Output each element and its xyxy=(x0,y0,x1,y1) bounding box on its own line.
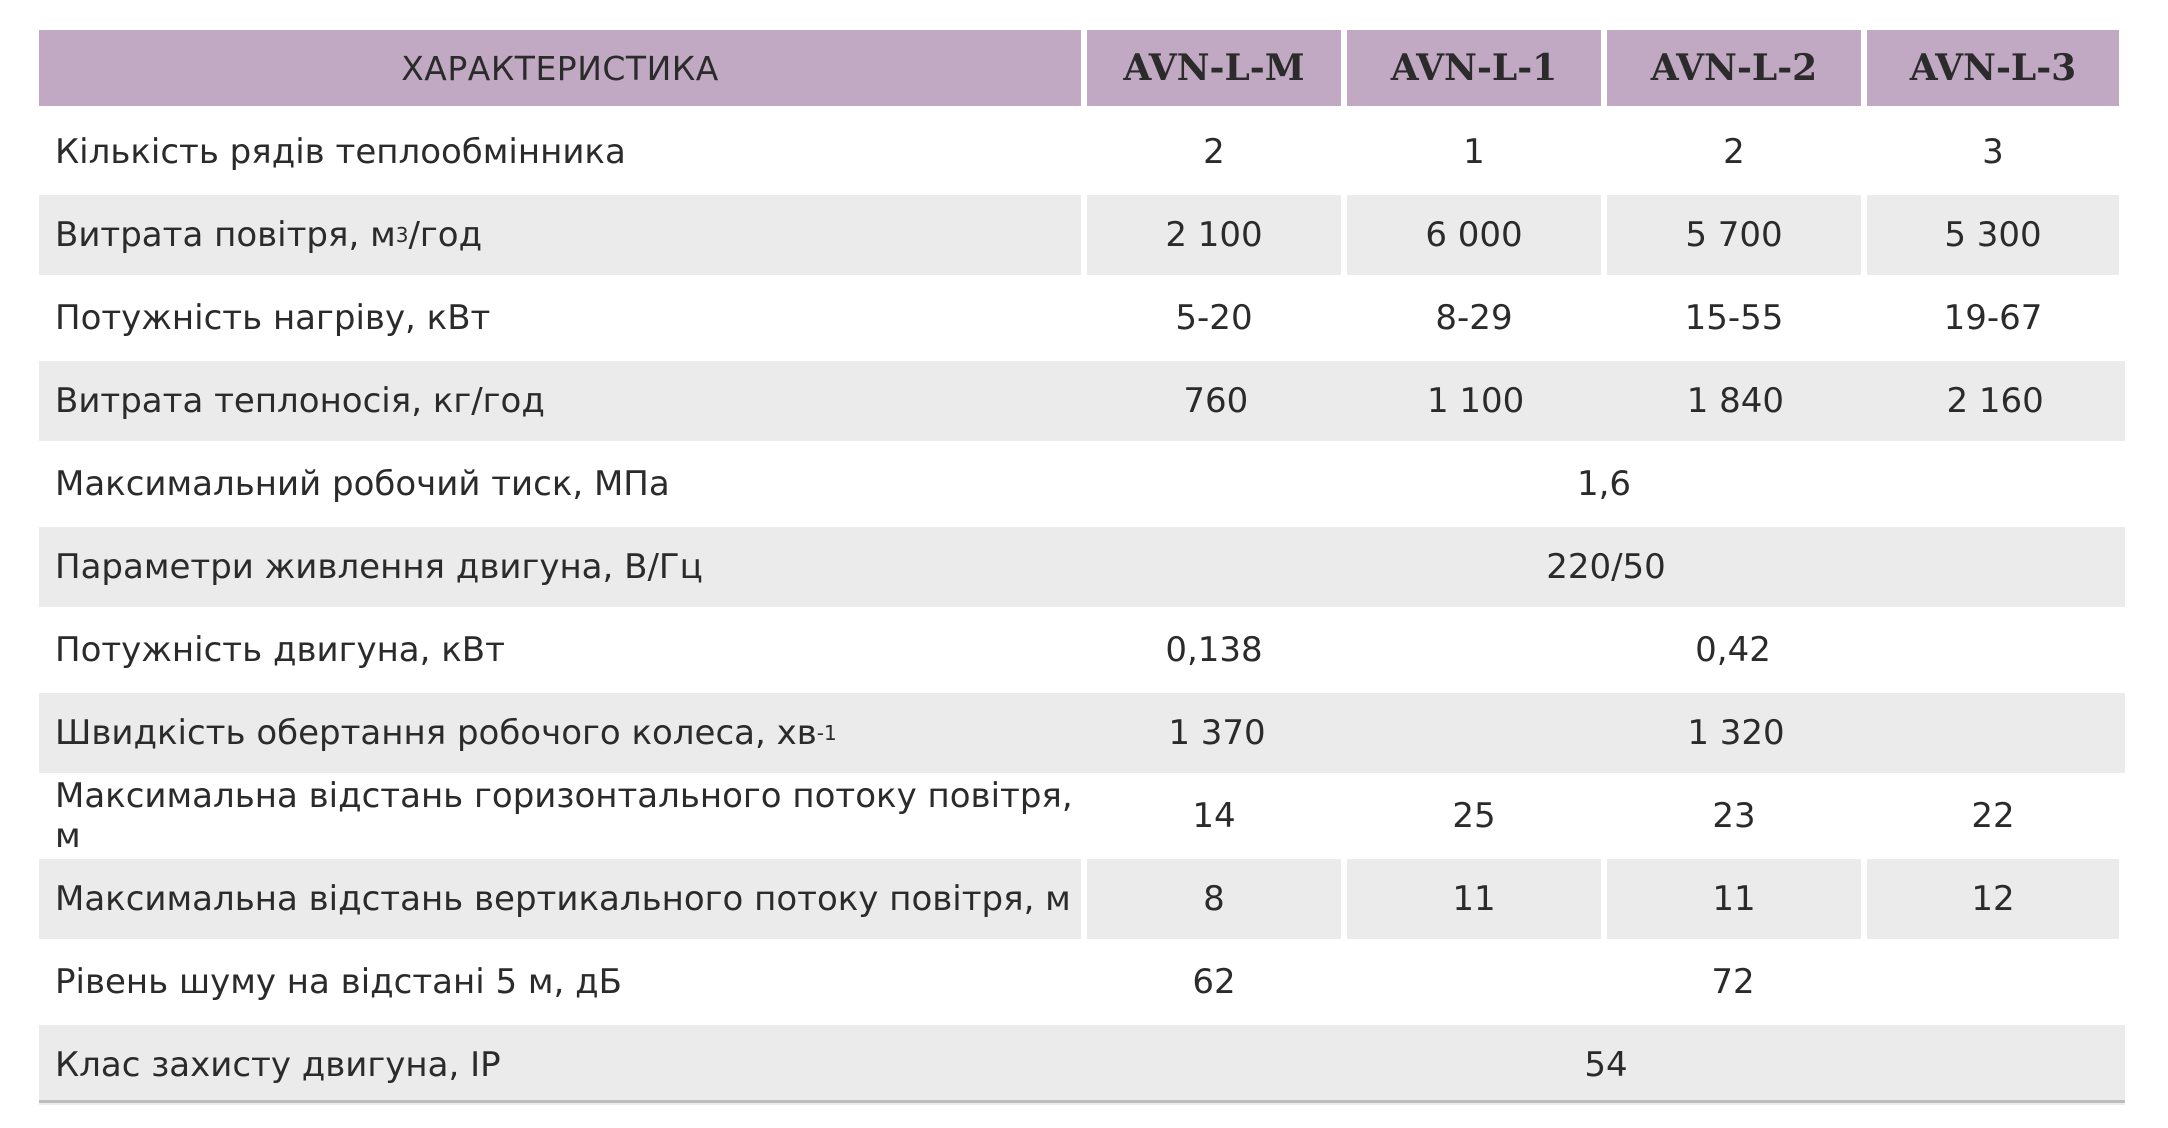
cell-value: 19-67 xyxy=(1943,298,2043,338)
table-bottom-rule xyxy=(39,1100,2125,1103)
header-model-3: AVN-L-3 xyxy=(1867,30,2119,106)
cell-value: 2 xyxy=(1723,132,1745,172)
table-row: Максимальний робочий тиск, МПа 1,6 xyxy=(39,444,2125,524)
header-model-2: AVN-L-2 xyxy=(1607,30,1861,106)
row-label: Максимальна відстань горизонтального пот… xyxy=(55,776,1073,856)
table-row: Максимальна відстань горизонтального пот… xyxy=(39,776,2125,856)
row-label-text: Швидкість обертання робочого колеса, хв xyxy=(55,713,817,753)
row-label: Рівень шуму на відстані 5 м, дБ xyxy=(55,962,623,1002)
header-model-1: AVN-L-1 xyxy=(1347,30,1601,106)
table-row: Витрата повітря, м 3/год 2 100 6 000 5 70… xyxy=(39,195,2125,275)
cell-value: 2 xyxy=(1203,132,1225,172)
header-characteristic: ХАРАКТЕРИСТИКА xyxy=(39,30,1081,106)
table-row: Потужність нагріву, кВт 5-20 8-29 15-55 … xyxy=(39,278,2125,358)
table-row: Швидкість обертання робочого колеса, хв -… xyxy=(39,693,2125,773)
cell-value: 11 xyxy=(1607,859,1861,939)
cell-value: 15-55 xyxy=(1684,298,1784,338)
cell-value-merged: 220/50 xyxy=(1087,527,2125,607)
cell-value: 3 xyxy=(1982,132,2004,172)
cell-value: 1 xyxy=(1463,132,1485,172)
table-row: Рівень шуму на відстані 5 м, дБ 62 72 xyxy=(39,942,2125,1022)
row-label: Максимальний робочий тиск, МПа xyxy=(55,464,670,504)
cell-value-merged: 54 xyxy=(1087,1025,2125,1105)
row-label: Максимальна відстань вертикального поток… xyxy=(39,859,1081,939)
cell-value: 8 xyxy=(1087,859,1341,939)
table-row: Параметри живлення двигуна, В/Гц 220/50 xyxy=(39,527,2125,607)
table-row: Максимальна відстань вертикального поток… xyxy=(39,859,2125,939)
cell-value: 760 xyxy=(1086,361,1346,441)
cell-value: 0,138 xyxy=(1165,630,1263,670)
table-row: Потужність двигуна, кВт 0,138 0,42 xyxy=(39,610,2125,690)
cell-value: 5 700 xyxy=(1607,195,1861,275)
row-label: Клас захисту двигуна, IP xyxy=(39,1025,1087,1105)
row-label: Параметри живлення двигуна, В/Гц xyxy=(39,527,1087,607)
cell-value: 5-20 xyxy=(1175,298,1253,338)
cell-value: 25 xyxy=(1452,796,1496,836)
spec-table: ХАРАКТЕРИСТИКА AVN-L-M AVN-L-1 AVN-L-2 A… xyxy=(39,30,2125,1108)
cell-value: 22 xyxy=(1971,796,2015,836)
row-label: Потужність нагріву, кВт xyxy=(55,298,491,338)
cell-value: 62 xyxy=(1192,962,1236,1002)
cell-value: 1 370 xyxy=(1087,693,1347,773)
cell-value-merged: 1,6 xyxy=(1576,464,1632,504)
cell-value: 2 160 xyxy=(1865,361,2125,441)
row-label-suffix: /год xyxy=(408,215,483,255)
row-label: Витрата теплоносія, кг/год xyxy=(39,361,1086,441)
cell-value: 14 xyxy=(1192,796,1236,836)
cell-value-merged: 0,42 xyxy=(1695,630,1771,670)
row-label-text: Витрата повітря, м xyxy=(55,215,396,255)
row-label: Витрата повітря, м 3/год xyxy=(39,195,1081,275)
cell-value: 12 xyxy=(1867,859,2119,939)
row-label: Потужність двигуна, кВт xyxy=(55,630,505,670)
table-row: Клас захисту двигуна, IP 54 xyxy=(39,1025,2125,1105)
cell-value-merged: 72 xyxy=(1711,962,1755,1002)
header-model-m: AVN-L-M xyxy=(1087,30,1341,106)
cell-value: 2 100 xyxy=(1087,195,1341,275)
cell-value: 1 840 xyxy=(1605,361,1866,441)
cell-value: 6 000 xyxy=(1347,195,1601,275)
cell-value: 5 300 xyxy=(1867,195,2119,275)
cell-value: 1 100 xyxy=(1345,361,1606,441)
cell-value: 11 xyxy=(1347,859,1601,939)
row-label: Швидкість обертання робочого колеса, хв -… xyxy=(39,693,1087,773)
cell-value: 23 xyxy=(1712,796,1756,836)
cell-value-merged: 1 320 xyxy=(1347,693,2125,773)
table-row: Кількість рядів теплообмінника 2 1 2 3 xyxy=(39,112,2125,192)
table-row: Витрата теплоносія, кг/год 760 1 100 1 8… xyxy=(39,361,2125,441)
row-label: Кількість рядів теплообмінника xyxy=(55,132,626,172)
cell-value: 8-29 xyxy=(1435,298,1513,338)
table-header: ХАРАКТЕРИСТИКА AVN-L-M AVN-L-1 AVN-L-2 A… xyxy=(39,30,2125,106)
